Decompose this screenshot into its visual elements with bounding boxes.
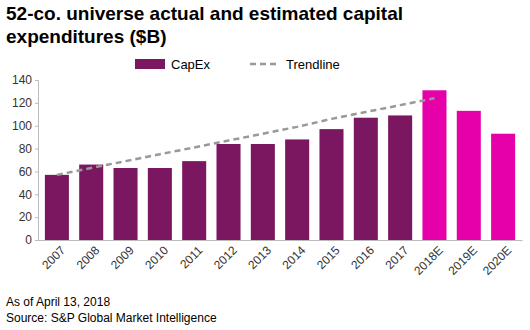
x-tick-label: 2011: [177, 243, 205, 271]
x-tick: 2017: [383, 243, 412, 272]
x-axis-line: [39, 240, 523, 241]
y-tick-label: 100: [12, 119, 32, 133]
legend-label: Trendline: [286, 57, 340, 72]
y-tick-mark: [35, 103, 38, 104]
bar: [457, 111, 481, 240]
y-tick-label: 120: [12, 96, 32, 110]
x-tick: 2010: [142, 243, 171, 272]
x-tick-label: 2009: [108, 243, 137, 272]
y-axis: 0 20 40 60 80 100 120 140: [12, 73, 39, 247]
x-tick: 2009: [108, 243, 137, 272]
legend-item: CapEx: [135, 57, 211, 72]
x-tick: 2015: [314, 243, 343, 272]
y-tick: 100: [12, 119, 38, 133]
y-tick: 40: [19, 188, 38, 202]
y-tick-mark: [35, 194, 38, 195]
x-tick-label: 2017: [383, 243, 412, 272]
y-tick-label: 140: [12, 73, 32, 87]
y-tick-mark: [35, 240, 38, 241]
bar-series: [45, 90, 515, 240]
x-tick-label: 2008: [74, 243, 103, 272]
bar: [285, 139, 309, 240]
y-tick: 140: [12, 73, 38, 87]
bar: [388, 115, 412, 240]
bar: [354, 118, 378, 240]
legend-item: Trendline: [250, 57, 340, 72]
x-tick: 2018E: [411, 243, 445, 277]
y-tick-mark: [35, 126, 38, 127]
bar: [114, 168, 138, 240]
x-tick-label: 2019E: [446, 243, 480, 277]
x-tick-label: 2016: [348, 243, 377, 272]
y-tick-mark: [35, 80, 38, 81]
legend-label: CapEx: [171, 57, 211, 72]
x-tick: 2011: [177, 243, 205, 271]
bar: [45, 175, 69, 240]
x-tick-label: 2015: [314, 243, 343, 272]
y-tick: 80: [19, 142, 38, 156]
x-tick: 2014: [280, 243, 309, 272]
y-tick-label: 20: [19, 210, 33, 224]
x-tick: 2020E: [480, 243, 514, 277]
footnote: Source: S&P Global Market Intelligence: [6, 311, 217, 325]
trendline: [57, 98, 435, 175]
legend-swatch: [135, 59, 165, 69]
footnote: As of April 13, 2018: [6, 295, 110, 309]
y-tick-mark: [35, 171, 38, 172]
y-tick-label: 40: [19, 188, 33, 202]
x-tick: 2016: [348, 243, 377, 272]
bar: [422, 90, 446, 240]
x-tick: 2008: [74, 243, 103, 272]
y-tick: 120: [12, 96, 38, 110]
bar: [491, 134, 515, 240]
x-tick-label: 2010: [142, 243, 171, 272]
plot: 0204060801001201402007200820092010201120…: [12, 73, 523, 277]
x-tick: 2019E: [446, 243, 480, 277]
bar: [319, 129, 343, 240]
marks: [45, 90, 515, 240]
bar: [216, 144, 240, 240]
x-tick-label: 2018E: [411, 243, 445, 277]
x-tick-label: 2014: [280, 243, 309, 272]
x-tick-label: 2020E: [480, 243, 514, 277]
title: 52-co. universe actual and estimated cap…: [6, 2, 476, 48]
bar: [148, 168, 172, 240]
x-tick-label: 2007: [39, 243, 68, 272]
x-tick: 2013: [245, 243, 274, 272]
y-tick-label: 80: [19, 142, 33, 156]
bar: [79, 165, 103, 240]
bar: [251, 144, 275, 240]
y-tick: 20: [19, 210, 38, 224]
y-axis-line: [35, 81, 39, 241]
y-tick-mark: [35, 217, 38, 218]
x-tick-label: 2013: [245, 243, 274, 272]
legend: CapEx Trendline: [135, 57, 340, 72]
x-tick: 2012: [211, 243, 240, 272]
y-tick: 0: [25, 233, 38, 247]
legend-swatch: [250, 63, 280, 66]
x-tick-label: 2012: [211, 243, 240, 272]
y-tick: 60: [19, 165, 38, 179]
y-tick-label: 0: [25, 233, 32, 247]
x-axis: 2007200820092010201120122013201420152016…: [39, 241, 523, 278]
chart: 0204060801001201402007200820092010201120…: [0, 0, 530, 330]
bar: [182, 161, 206, 240]
y-tick-label: 60: [19, 165, 33, 179]
x-tick: 2007: [39, 243, 68, 272]
y-tick-mark: [35, 149, 38, 150]
